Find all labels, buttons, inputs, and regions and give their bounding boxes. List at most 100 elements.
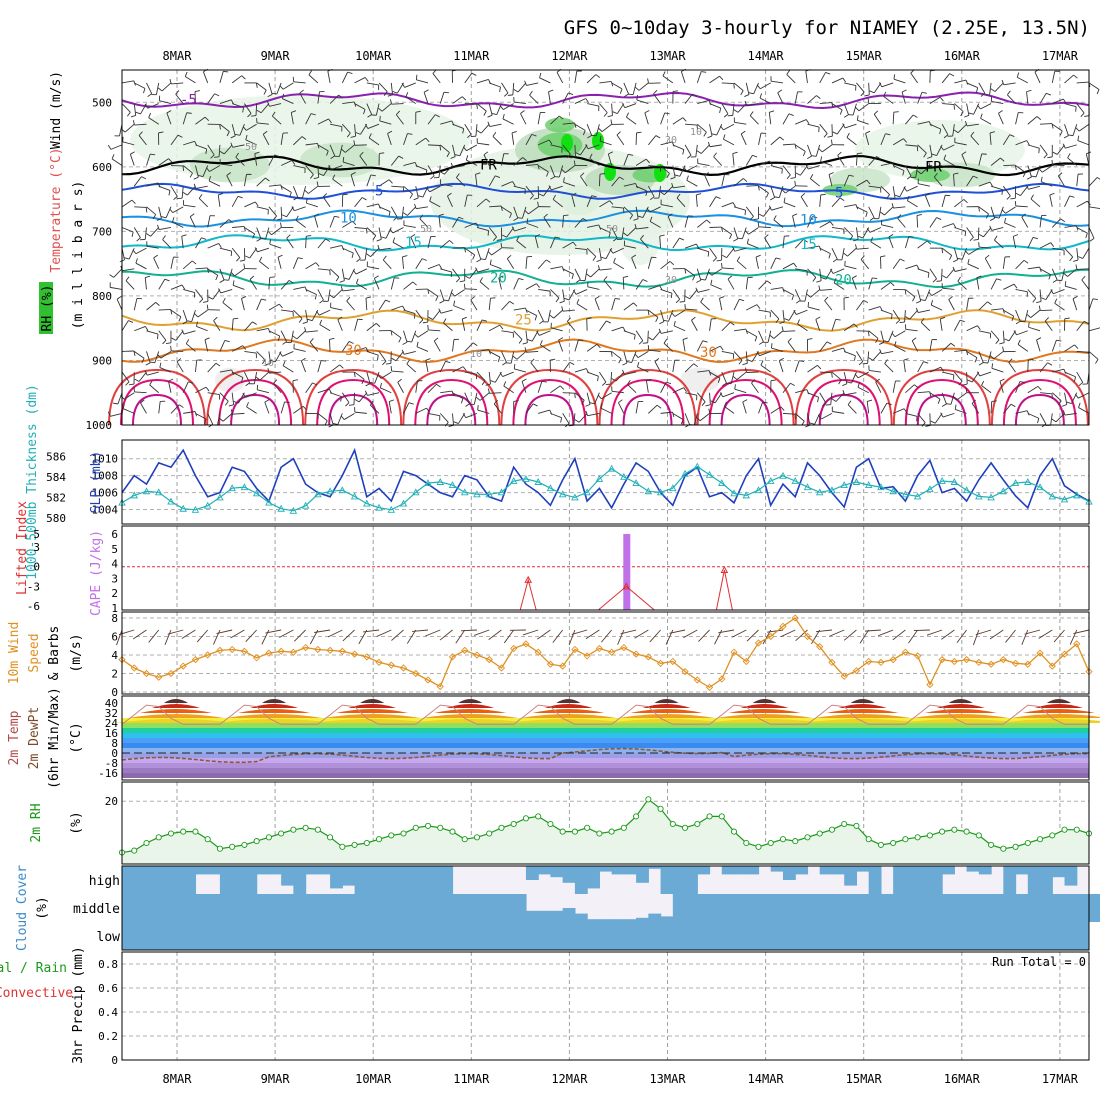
middle-cloud-bar	[820, 894, 833, 922]
wind-barb	[967, 372, 968, 384]
rh-point	[952, 827, 957, 832]
rh-contour-label: 10	[690, 127, 702, 138]
middle-cloud-bar	[746, 894, 759, 922]
wind-barb-flag	[403, 187, 404, 192]
middle-cloud-bar	[636, 918, 649, 922]
wind-barb-flag	[909, 237, 914, 238]
rh-point	[1050, 833, 1055, 838]
rh-point	[1025, 840, 1030, 845]
top-date-label: 12MAR	[551, 49, 588, 63]
middle-cloud-bar	[342, 894, 355, 922]
wind-barb	[329, 339, 330, 351]
middle-cloud-bar	[612, 919, 625, 922]
middle-cloud-bar	[355, 894, 368, 922]
rh-point	[462, 837, 467, 842]
middle-cloud-bar	[367, 894, 380, 922]
middle-cloud-bar	[587, 919, 600, 922]
middle-cloud-bar	[208, 894, 221, 922]
rh-point	[646, 797, 651, 802]
temperature-band	[122, 743, 1089, 748]
wind-barb-flag	[349, 405, 354, 406]
wind-barb-flag	[146, 207, 147, 212]
rh-point	[903, 837, 908, 842]
middle-cloud-bar	[538, 911, 551, 922]
wind-axis-label: Wind (m/s)	[49, 71, 64, 149]
middle-cloud-bar	[734, 894, 747, 922]
wind-speed-tick-label: 4	[111, 649, 118, 662]
middle-cloud-bar	[220, 894, 233, 922]
wind-barb-flag	[578, 340, 583, 341]
middle-cloud-bar	[293, 894, 306, 922]
rh-point	[915, 835, 920, 840]
high-cloud-bar	[1028, 866, 1041, 894]
rh-point	[878, 842, 883, 847]
rh-point	[572, 829, 577, 834]
rh-tick-label: 20	[105, 795, 118, 808]
middle-cloud-bar	[269, 894, 282, 922]
rh-point	[413, 825, 418, 830]
high-cloud-bar	[342, 866, 355, 886]
temperature-contour-label: 5	[835, 185, 843, 201]
wind-barb	[465, 289, 477, 290]
middle-cloud-bar	[232, 894, 245, 922]
middle-cloud-bar	[1077, 894, 1090, 922]
rh-point	[682, 825, 687, 830]
wind-barb	[1040, 124, 1052, 125]
wind-barb	[428, 145, 440, 146]
rh-point	[842, 821, 847, 826]
middle-cloud-bar	[281, 894, 294, 922]
cape-tick-label: 4	[111, 558, 118, 571]
high-cloud-bar	[122, 866, 135, 894]
temperature-contour-label: 10	[800, 212, 817, 228]
precip-tick-label: 0.4	[98, 1006, 118, 1019]
wind10-axis-label: & Barbs	[47, 626, 62, 681]
temperature-axis-label: Temperature (°C)	[49, 147, 64, 272]
middle-cloud-bar	[330, 894, 343, 922]
top-date-label: 9MAR	[261, 49, 291, 63]
high-cloud-bar	[208, 866, 221, 874]
high-cloud-bar	[575, 866, 588, 894]
rh-point	[266, 835, 271, 840]
top-date-label: 13MAR	[649, 49, 686, 63]
wind-barb	[759, 227, 771, 228]
rh-axis-label: RH (%)	[40, 285, 55, 332]
rh-point	[609, 829, 614, 834]
high-cloud-bar	[979, 866, 992, 874]
wind-barb-flag	[600, 174, 605, 175]
middle-cloud-bar	[428, 894, 441, 922]
middle-cloud-bar	[452, 894, 465, 922]
wind-barb-flag	[306, 236, 311, 237]
middle-cloud-bar	[771, 894, 784, 922]
middle-cloud-bar	[832, 894, 845, 922]
wind-barb-flag	[1015, 201, 1016, 206]
rh-point	[805, 835, 810, 840]
high-cloud-bar	[1003, 866, 1016, 894]
wind-speed-tick-label: 6	[111, 631, 118, 644]
middle-cloud-bar	[244, 894, 257, 922]
wind-barb-flag	[872, 278, 877, 279]
wind-barb	[1077, 269, 1089, 270]
high-cloud-bar	[930, 866, 943, 894]
rh-point	[854, 823, 859, 828]
rh-point	[548, 821, 553, 826]
rh-point	[291, 827, 296, 832]
rh-shading	[545, 118, 575, 133]
top-date-label: 15MAR	[846, 49, 883, 63]
wind-barb-flag	[554, 177, 559, 178]
wind-barb-flag	[261, 238, 266, 239]
thickness-tick-label: 582	[46, 491, 66, 504]
middle-cloud-bar	[856, 894, 869, 922]
rh-point	[695, 821, 700, 826]
high-cloud-bar	[587, 866, 600, 888]
middle-cloud-bar	[550, 911, 563, 922]
precip-convective-label: Convective	[0, 986, 73, 1001]
rh-point	[242, 842, 247, 847]
middle-cloud-bar	[122, 894, 135, 922]
pressure-tick-label: 900	[92, 354, 112, 367]
wind-barb-flag	[937, 281, 942, 282]
high-cloud-bar	[967, 866, 980, 872]
high-cloud-bar	[367, 866, 380, 894]
rh-point	[940, 829, 945, 834]
temperature-band	[122, 768, 1089, 773]
wind-barb	[392, 104, 404, 105]
